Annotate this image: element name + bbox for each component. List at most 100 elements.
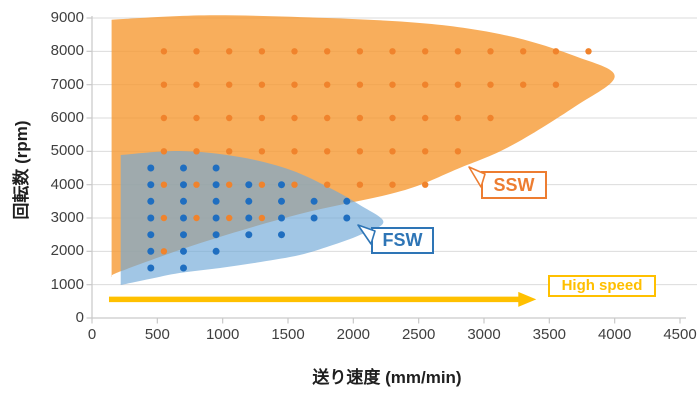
fsw-data-point [180, 264, 187, 272]
fsw-data-point [278, 181, 285, 189]
ssw-data-point [324, 48, 331, 55]
ssw-data-point [487, 81, 494, 88]
fsw-data-point [212, 231, 220, 239]
ssw-data-point [193, 48, 200, 55]
fsw-data-point [147, 181, 155, 189]
ssw-data-point [226, 48, 233, 55]
fsw-data-point [245, 197, 253, 205]
ssw-data-point [291, 48, 298, 55]
fsw-data-point [180, 214, 187, 222]
x-tick-label: 1000 [205, 326, 240, 343]
fsw-data-point [212, 247, 220, 255]
fsw-data-point [245, 231, 253, 239]
ssw-data-point [356, 81, 364, 88]
ssw-data-point [422, 48, 429, 55]
fsw-data-point [343, 214, 351, 222]
ssw-data-point [454, 48, 462, 55]
ssw-data-point [258, 214, 266, 222]
ssw-data-point [454, 148, 462, 155]
y-axis-title: 回転数 (rpm) [12, 120, 31, 220]
ssw-data-point [389, 81, 396, 88]
fsw-data-point [310, 214, 318, 222]
ssw-data-point [487, 114, 494, 122]
fsw-data-point [212, 164, 220, 172]
fsw-data-point [180, 181, 187, 189]
ssw-data-point [487, 48, 494, 55]
x-tick-label: 3000 [467, 326, 501, 343]
fsw-data-point [212, 214, 220, 222]
ssw-data-point [193, 81, 200, 88]
ssw-data-point [193, 214, 200, 222]
ssw-data-point [291, 114, 298, 122]
ssw-data-point [226, 148, 233, 155]
ssw-data-point [356, 181, 364, 188]
fsw-data-point [147, 264, 155, 272]
y-tick-label: 6000 [50, 109, 84, 126]
ssw-data-point [454, 81, 462, 88]
ssw-data-point [291, 81, 298, 88]
ssw-data-point [226, 214, 233, 222]
fsw-data-point [147, 247, 155, 255]
ssw-data-point [520, 81, 527, 88]
fsw-data-point [278, 231, 285, 239]
x-tick-label: 500 [144, 326, 170, 343]
y-tick-label: 0 [75, 309, 84, 326]
ssw-data-point [389, 148, 396, 155]
ssw-data-point [422, 81, 429, 88]
fsw-data-point [147, 197, 155, 205]
ssw-data-point [226, 181, 233, 188]
fsw-data-point [147, 231, 155, 239]
x-tick-label: 4000 [597, 326, 632, 343]
fsw-data-point [180, 247, 187, 255]
ssw-data-point [552, 48, 560, 55]
fsw-data-point [180, 197, 187, 205]
y-tick-label: 2000 [50, 242, 84, 260]
fsw-region-callout: FSW [371, 227, 434, 254]
y-tick-label: 7000 [50, 75, 84, 93]
ssw-data-point [422, 114, 429, 122]
ssw-data-point [160, 214, 168, 222]
ssw-data-point [324, 114, 331, 122]
ssw-data-point [389, 181, 396, 188]
x-tick-label: 2500 [401, 326, 436, 343]
ssw-data-point [258, 148, 266, 155]
y-tick-label: 9000 [50, 9, 84, 26]
x-axis-title: 送り速度 (mm/min) [312, 368, 462, 387]
fsw-data-point [147, 164, 155, 172]
ssw-data-point [291, 148, 298, 155]
fsw-data-point [278, 197, 285, 205]
high-speed-arrow-head-icon [518, 291, 537, 307]
fsw-data-point [180, 164, 187, 172]
ssw-data-point [389, 48, 396, 55]
ssw-data-point [160, 248, 168, 255]
x-tick-label: 2000 [336, 326, 371, 343]
ssw-data-point [258, 114, 266, 122]
y-tick-label: 5000 [50, 142, 84, 160]
ssw-data-point [258, 81, 266, 88]
ssw-data-point [160, 148, 168, 155]
ssw-data-point [258, 181, 266, 188]
fsw-data-point [278, 214, 285, 222]
fsw-data-point [180, 231, 187, 239]
y-tick-label: 8000 [50, 42, 84, 60]
ssw-data-point [324, 81, 331, 88]
ssw-data-point [422, 181, 429, 188]
y-tick-label: 3000 [50, 209, 84, 226]
y-tick-label: 4000 [50, 175, 84, 193]
fsw-data-point [212, 181, 220, 189]
fsw-data-point [212, 197, 220, 205]
ssw-data-point [160, 181, 168, 188]
ssw-data-point [291, 181, 298, 188]
x-tick-label: 4500 [663, 326, 697, 343]
ssw-data-point [324, 148, 331, 155]
ssw-data-point [193, 114, 200, 122]
fsw-data-point [245, 181, 253, 189]
fsw-data-point [245, 214, 253, 222]
ssw-data-point [356, 114, 364, 122]
x-tick-label: 1500 [271, 326, 305, 343]
x-tick-label: 3500 [532, 326, 567, 343]
ssw-data-point [160, 48, 168, 55]
y-tick-label: 1000 [50, 275, 84, 293]
